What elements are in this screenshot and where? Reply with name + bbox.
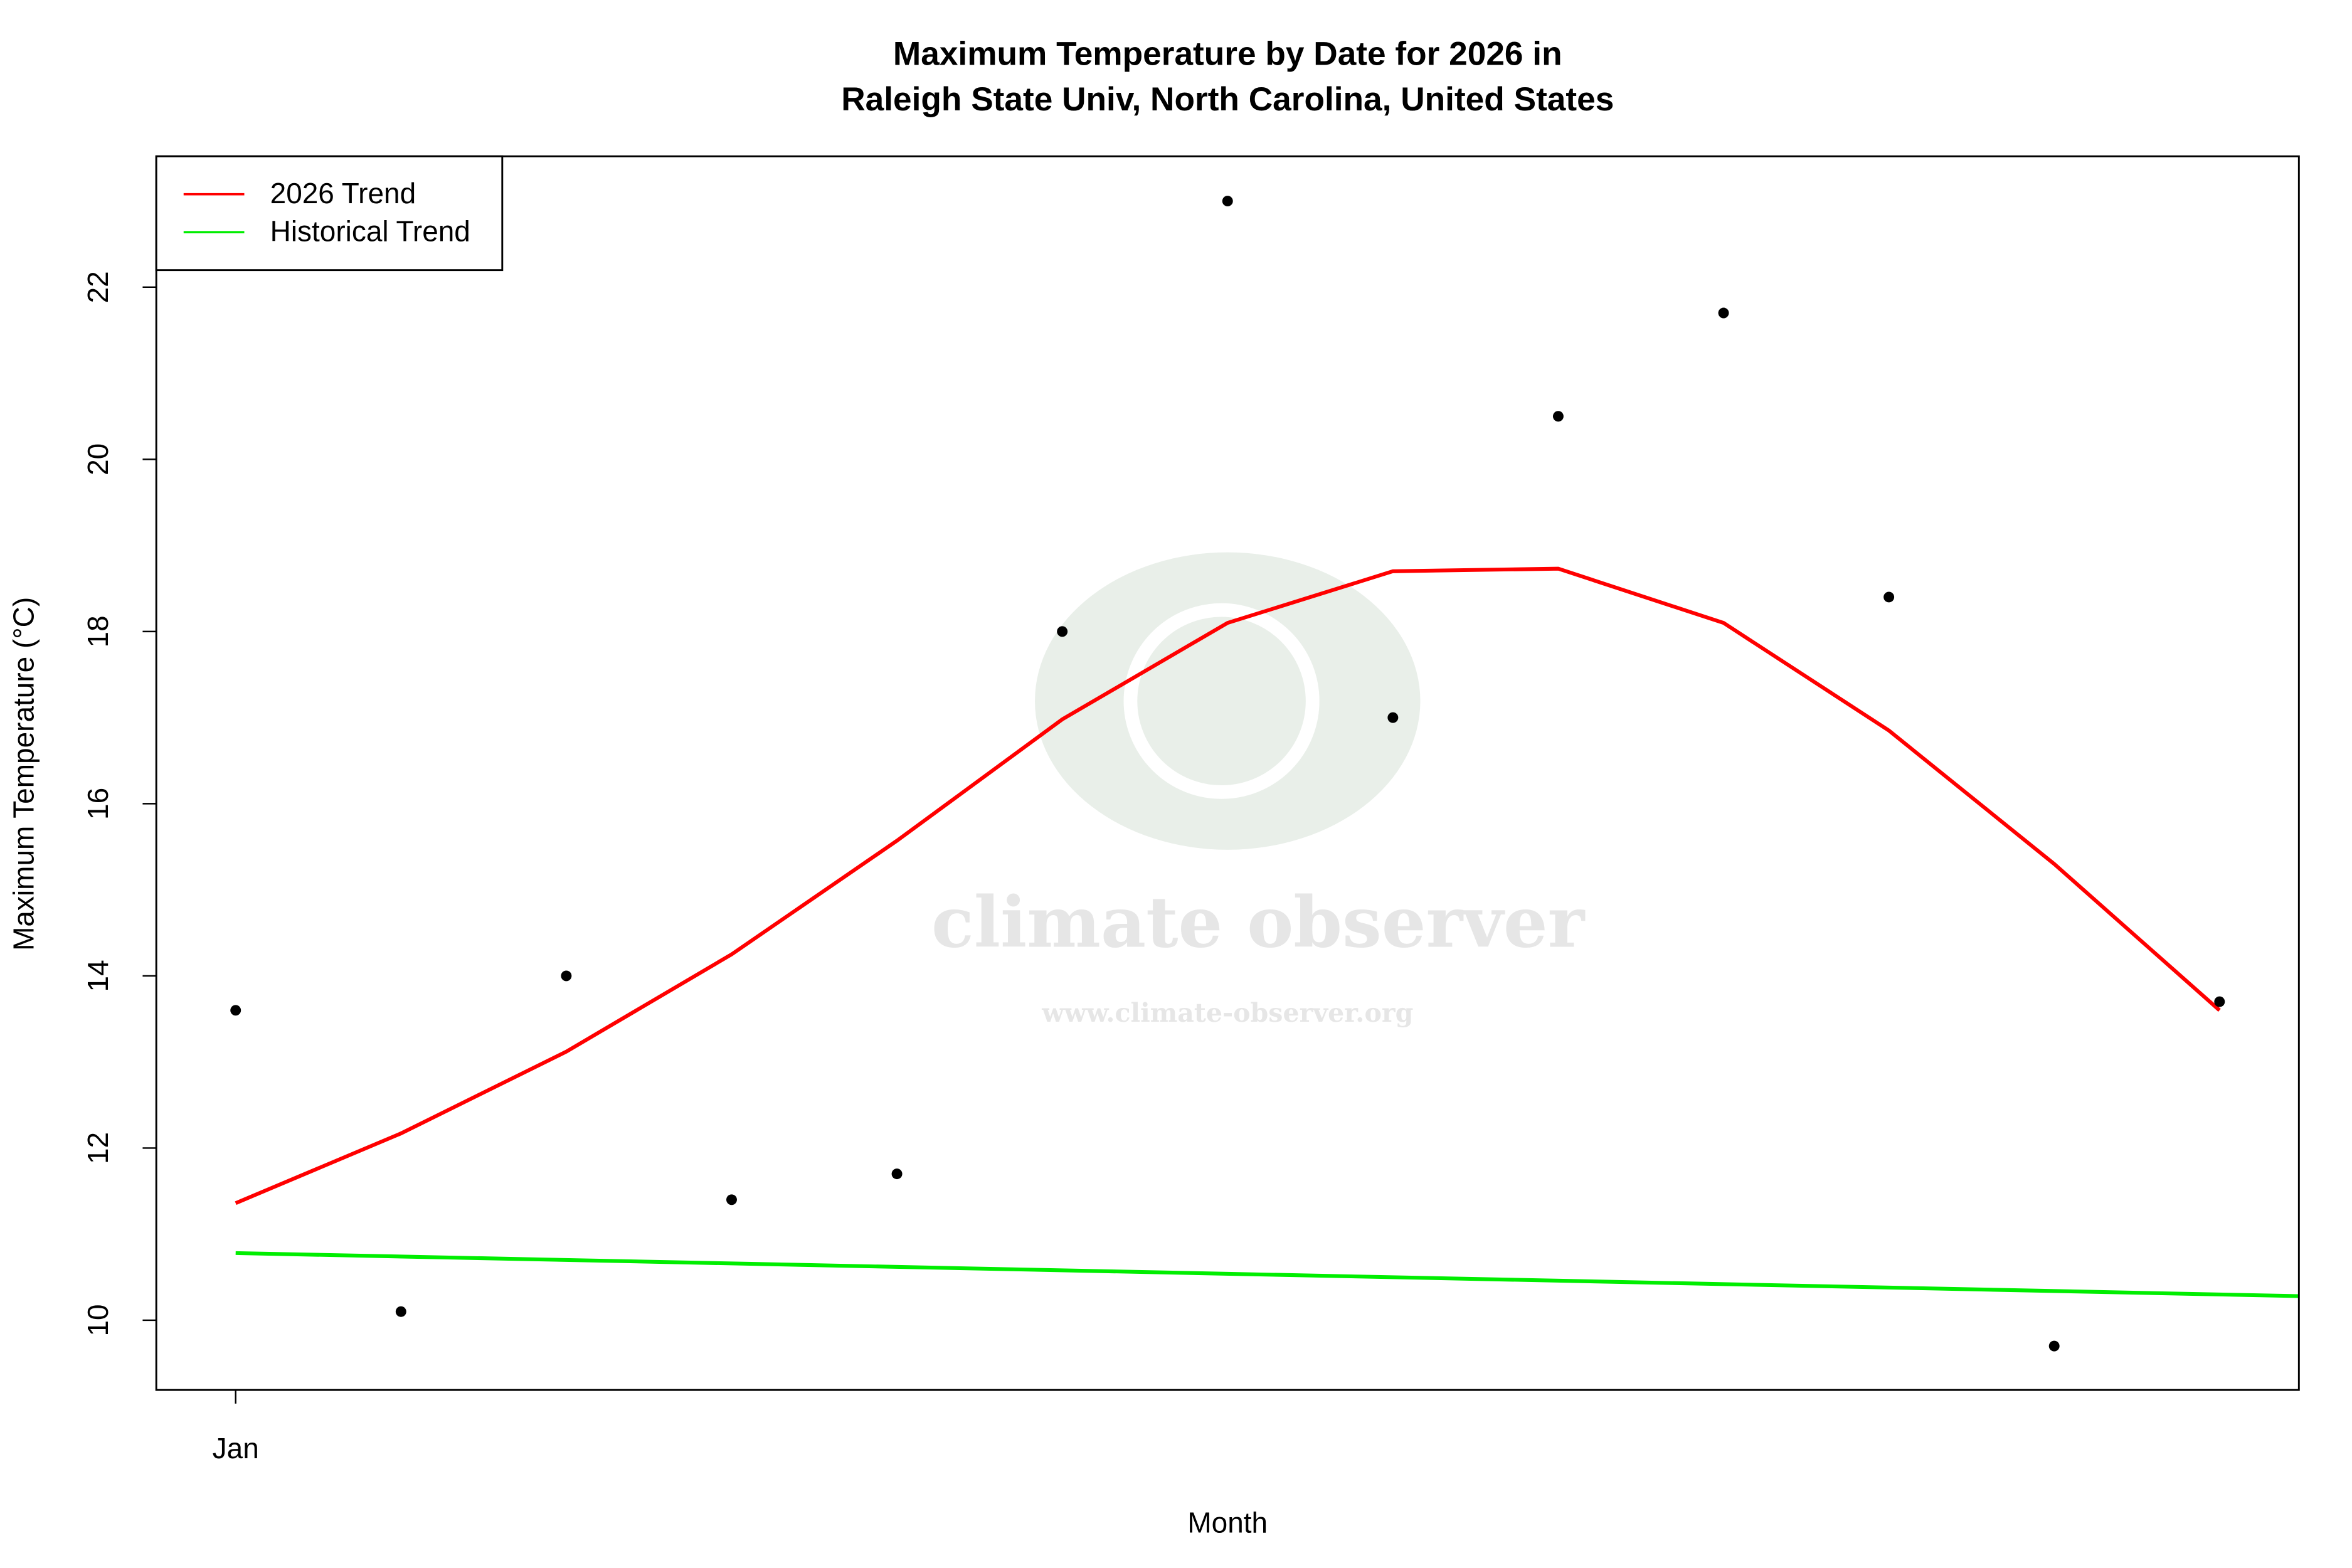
trend-line [235,566,2221,1205]
data-point [1883,591,1895,603]
data-point [395,1306,406,1317]
trend-line [235,1251,2299,1298]
watermark: climate observer www.climate-observer.or… [931,552,1586,1028]
data-point [891,1168,903,1180]
legend-box [155,155,504,272]
data-point [726,1194,737,1205]
data-point [2048,1340,2060,1352]
data-point [1552,411,1564,422]
legend-label: 2026 Trend [270,177,416,209]
chart-title: Maximum Temperature by Date for 2026 in [893,36,1562,73]
data-point [1222,196,1233,207]
x-axis-label: Month [1187,1507,1268,1539]
data-point [2214,996,2225,1007]
legend-label: Historical Trend [270,215,470,248]
watermark-title: climate observer [931,882,1586,963]
y-axis-label: Maximum Temperature (°C) [7,597,40,951]
y-tick-label: 22 [82,271,114,303]
y-tick-label: 16 [82,788,114,820]
data-point [230,1005,241,1016]
y-tick-label: 10 [82,1304,114,1336]
plot-frame [155,155,2300,1391]
watermark-globe [1123,603,1320,799]
y-tick-label: 18 [82,615,114,647]
chart-title: Raleigh State Univ, North Carolina, Unit… [841,81,1614,118]
x-tick-label: Jan [213,1432,259,1465]
data-point [561,970,572,982]
data-point [1057,626,1068,637]
y-tick-label: 20 [82,443,114,475]
data-point [1718,307,1729,319]
data-point [1387,712,1399,723]
legend: 2026 Trend Historical Trend [155,155,504,272]
y-tick-label: 14 [82,960,114,992]
watermark-logo [1035,552,1421,850]
y-tick-label: 12 [82,1132,114,1164]
watermark-url: www.climate-observer.org [1041,997,1413,1028]
